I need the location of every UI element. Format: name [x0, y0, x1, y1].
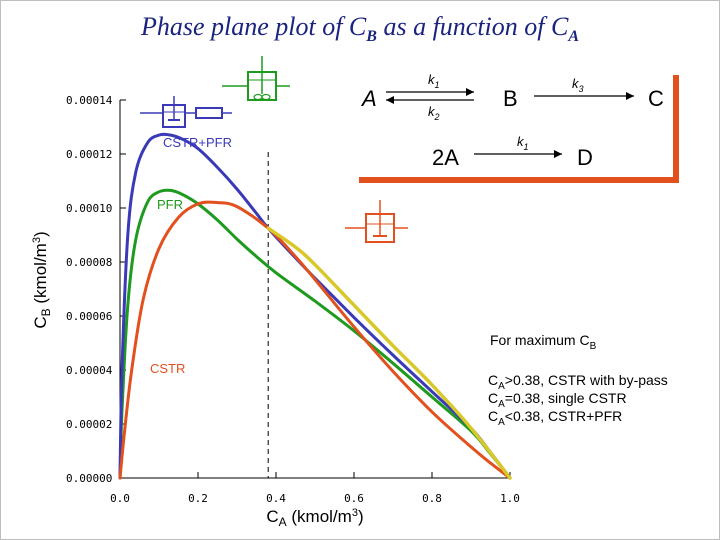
y-tick-label: 0.00014: [66, 94, 113, 107]
x-tick-label: 0.0: [110, 492, 130, 505]
label-cstr: CSTR: [150, 361, 185, 376]
rate-k3: k3: [572, 76, 584, 94]
label-pfr: PFR: [157, 197, 183, 212]
chart-title: Phase plane plot of CB as a function of …: [140, 12, 580, 46]
x-tick-label: 0.2: [188, 492, 208, 505]
rule-line-3: CA<0.38, CSTR+PFR: [488, 408, 622, 428]
species-a: A: [360, 86, 377, 111]
max-heading: For maximum CB: [490, 332, 597, 352]
x-tick-label: 0.4: [266, 492, 286, 505]
rate-k1-top: k1: [428, 72, 440, 90]
y-ticks: 0.00000 0.00002 0.00004 0.00006 0.00008 0.000…: [66, 94, 126, 485]
y-tick-label: 0.00006: [66, 310, 112, 323]
x-axis-label: CA (kmol/m3): [266, 507, 363, 529]
reaction-scheme: A k1 k2 B k3 C 2A k1 D: [353, 69, 679, 183]
reactor-pfr-icon: [222, 56, 290, 101]
rate-k1-bottom: k1: [517, 134, 529, 152]
rule-line-2: CA=0.38, single CSTR: [488, 390, 627, 410]
y-tick-label: 0.00008: [66, 256, 112, 269]
arrow-b-to-c-head: [626, 92, 634, 100]
species-b: B: [503, 86, 518, 111]
y-tick-label: 0.00000: [66, 472, 112, 485]
rate-k2: k2: [428, 104, 440, 122]
species-c: C: [648, 86, 664, 111]
series-line-cstr-pfr: [118, 132, 512, 480]
x-ticks: 0.0 0.2 0.4 0.6 0.8 1.0: [110, 472, 520, 505]
y-tick-label: 0.00004: [66, 364, 113, 377]
reaction-box: [353, 69, 673, 177]
y-tick-label: 0.00002: [66, 418, 112, 431]
series-line-pfr: [118, 188, 512, 480]
reactor-cstr-pfr-icon: [140, 96, 232, 128]
label-cstr-pfr: CSTR+PFR: [163, 135, 232, 150]
series-line-cstr-with-by-pass: [266, 226, 512, 480]
species-2a: 2A: [432, 145, 459, 170]
arrow-forward-head: [466, 88, 474, 96]
y-tick-label: 0.00010: [66, 202, 112, 215]
arrow-2a-to-d-head: [554, 150, 562, 158]
rule-line-1: CA>0.38, CSTR with by-pass: [488, 372, 668, 392]
y-tick-label: 0.00012: [66, 148, 112, 161]
reactor-cstr-icon: [345, 200, 408, 243]
x-tick-label: 0.6: [344, 492, 364, 505]
x-tick-label: 0.8: [422, 492, 442, 505]
arrow-reverse-head: [386, 96, 394, 104]
x-tick-label: 1.0: [500, 492, 520, 505]
species-d: D: [577, 145, 593, 170]
max-cb-annotation: For maximum CB CA>0.38, CSTR with by-pas…: [488, 332, 668, 428]
series-group: [118, 132, 512, 480]
series-line-cstr: [118, 200, 512, 480]
y-axis-label: CB (kmol/m3): [31, 231, 53, 328]
